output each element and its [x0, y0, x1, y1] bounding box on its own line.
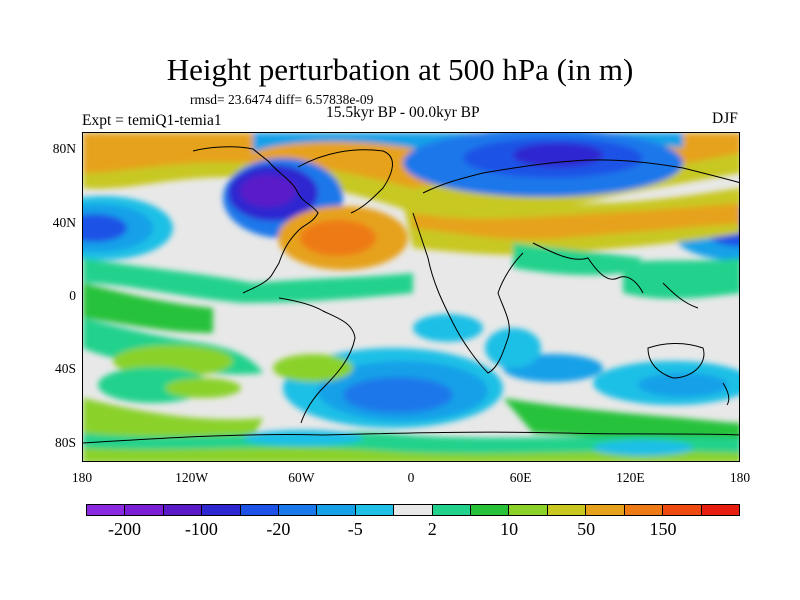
- colorbar-swatch: [432, 505, 472, 515]
- lat-tick-label: 0: [69, 288, 76, 303]
- map-frame: [82, 132, 740, 462]
- lat-tick-label: 80N: [52, 141, 76, 157]
- lon-tick-label: 180: [729, 470, 751, 485]
- colorbar-label: 150: [649, 519, 677, 539]
- colorbar-swatch: [624, 505, 664, 515]
- colorbar-swatch: [279, 505, 318, 515]
- lon-tick-label: 60W: [288, 470, 315, 485]
- height-perturbation-field: [83, 133, 739, 461]
- period-label: 15.5kyr BP - 00.0kyr BP: [326, 104, 480, 121]
- lon-tick-label: 180: [71, 470, 93, 485]
- colorbar-label: 2: [427, 519, 437, 539]
- colorbar-swatch: [240, 505, 280, 515]
- coastlines: [83, 146, 739, 444]
- colorbar-swatch: [163, 505, 203, 515]
- season-label: DJF: [712, 110, 738, 127]
- colorbar-swatch: [394, 505, 433, 515]
- lat-tick-label: 40S: [54, 361, 76, 377]
- colorbar-swatch: [701, 505, 739, 515]
- colorbar-swatch: [663, 505, 702, 515]
- colorbar-swatch: [509, 505, 548, 515]
- colorbar-swatch: [202, 505, 241, 515]
- colorbar-swatch: [125, 505, 164, 515]
- colorbar-swatch: [547, 505, 587, 515]
- colorbar-swatch: [586, 505, 625, 515]
- lon-tick-label: 120E: [616, 470, 645, 485]
- map-title: Height perturbation at 500 hPa (in m): [166, 52, 634, 87]
- colorbar-swatch: [87, 505, 126, 515]
- lat-tick-label: 80S: [54, 434, 76, 450]
- colorbar-label: -100: [184, 519, 218, 539]
- colorbar-swatch: [317, 505, 356, 515]
- colorbar: [86, 504, 740, 516]
- colorbar-label: -20: [266, 519, 291, 539]
- colorbar-label: -5: [347, 519, 363, 539]
- colorbar-swatch: [471, 505, 510, 515]
- rmsd-diff-stats: rmsd= 23.6474 diff= 6.57838e-09: [190, 92, 374, 107]
- experiment-label: Expt = temiQ1-temia1: [82, 112, 222, 129]
- colorbar-swatch: [355, 505, 395, 515]
- lon-tick-label: 60E: [509, 470, 532, 485]
- lat-tick-label: 40N: [52, 214, 76, 230]
- colorbar-label: 10: [500, 519, 519, 539]
- lon-tick-label: 120W: [175, 470, 209, 485]
- lon-tick-label: 0: [407, 470, 415, 485]
- field-contours: [83, 133, 739, 461]
- colorbar-label: -200: [107, 519, 141, 539]
- colorbar-label: 50: [577, 519, 596, 539]
